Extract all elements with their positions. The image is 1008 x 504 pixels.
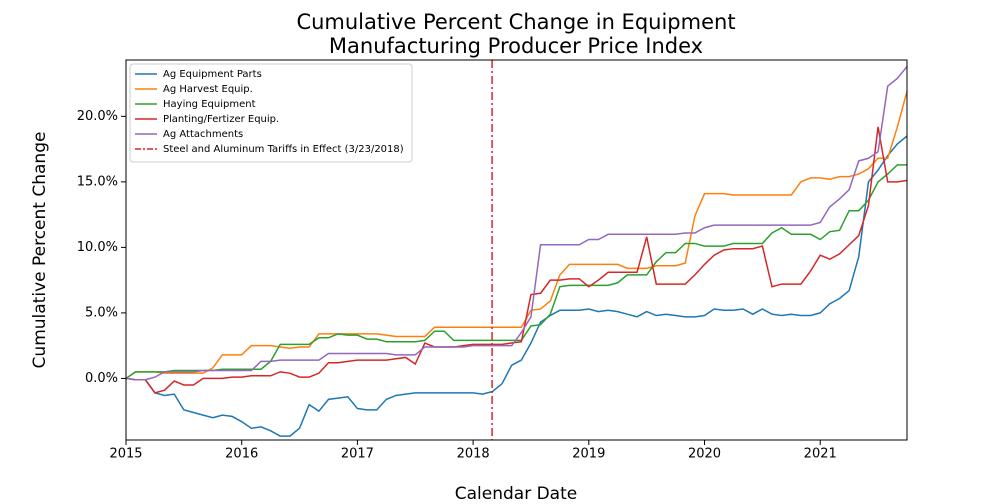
y-tick-label: 0.0% — [85, 371, 118, 386]
x-tick-label: 2015 — [109, 447, 142, 462]
series-line — [125, 126, 908, 394]
legend-label: Ag Equipment Parts — [163, 69, 262, 80]
x-tick-label: 2020 — [688, 447, 721, 462]
series-line — [125, 66, 908, 381]
y-tick-label: 20.0% — [77, 109, 118, 124]
series-line — [125, 91, 908, 380]
plot-frame — [125, 59, 908, 441]
y-axis-label: Cumulative Percent Change — [30, 132, 50, 369]
x-tick-label: 2016 — [225, 447, 258, 462]
legend-label: Steel and Aluminum Tariffs in Effect (3/… — [163, 144, 404, 155]
y-tick-label: 10.0% — [77, 240, 118, 255]
y-tick-label: 5.0% — [85, 305, 118, 320]
legend-label: Planting/Fertizer Equip. — [163, 114, 279, 125]
legend-label: Ag Attachments — [163, 129, 243, 140]
series-line — [125, 164, 907, 380]
x-tick-label: 2021 — [804, 447, 837, 462]
chart-title: Manufacturing Producer Price Index — [329, 34, 703, 58]
y-tick-label: 15.0% — [77, 174, 118, 189]
series-line — [125, 135, 908, 437]
x-axis-label: Calendar Date — [455, 484, 577, 504]
x-tick-label: 2017 — [341, 447, 374, 462]
legend-box — [129, 63, 413, 163]
legend-label: Ag Harvest Equip. — [163, 84, 253, 95]
legend-label: Haying Equipment — [163, 99, 256, 110]
x-tick-label: 2018 — [457, 447, 490, 462]
chart-title: Cumulative Percent Change in Equipment — [296, 10, 735, 34]
x-tick-label: 2019 — [572, 447, 605, 462]
